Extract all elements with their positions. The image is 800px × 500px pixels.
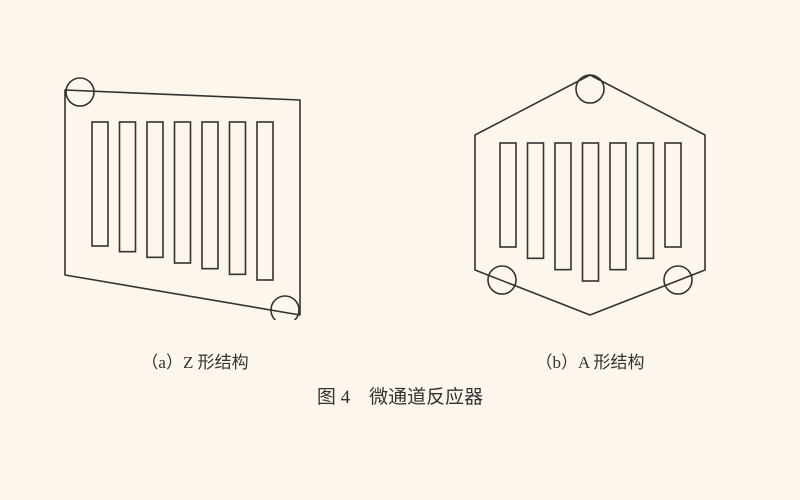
figure-main-caption: 图 4 微通道反应器 — [0, 382, 800, 409]
panel-z-shape — [40, 60, 350, 320]
a-shape-diagram — [440, 55, 740, 320]
sublabel-a: （a）Z 形结构 — [40, 348, 350, 373]
panel-a-shape — [440, 55, 740, 320]
figure-canvas: （a）Z 形结构 （b）A 形结构 图 4 微通道反应器 — [0, 0, 800, 500]
z-shape-diagram — [40, 60, 350, 320]
sublabel-b: （b）A 形结构 — [440, 348, 740, 373]
